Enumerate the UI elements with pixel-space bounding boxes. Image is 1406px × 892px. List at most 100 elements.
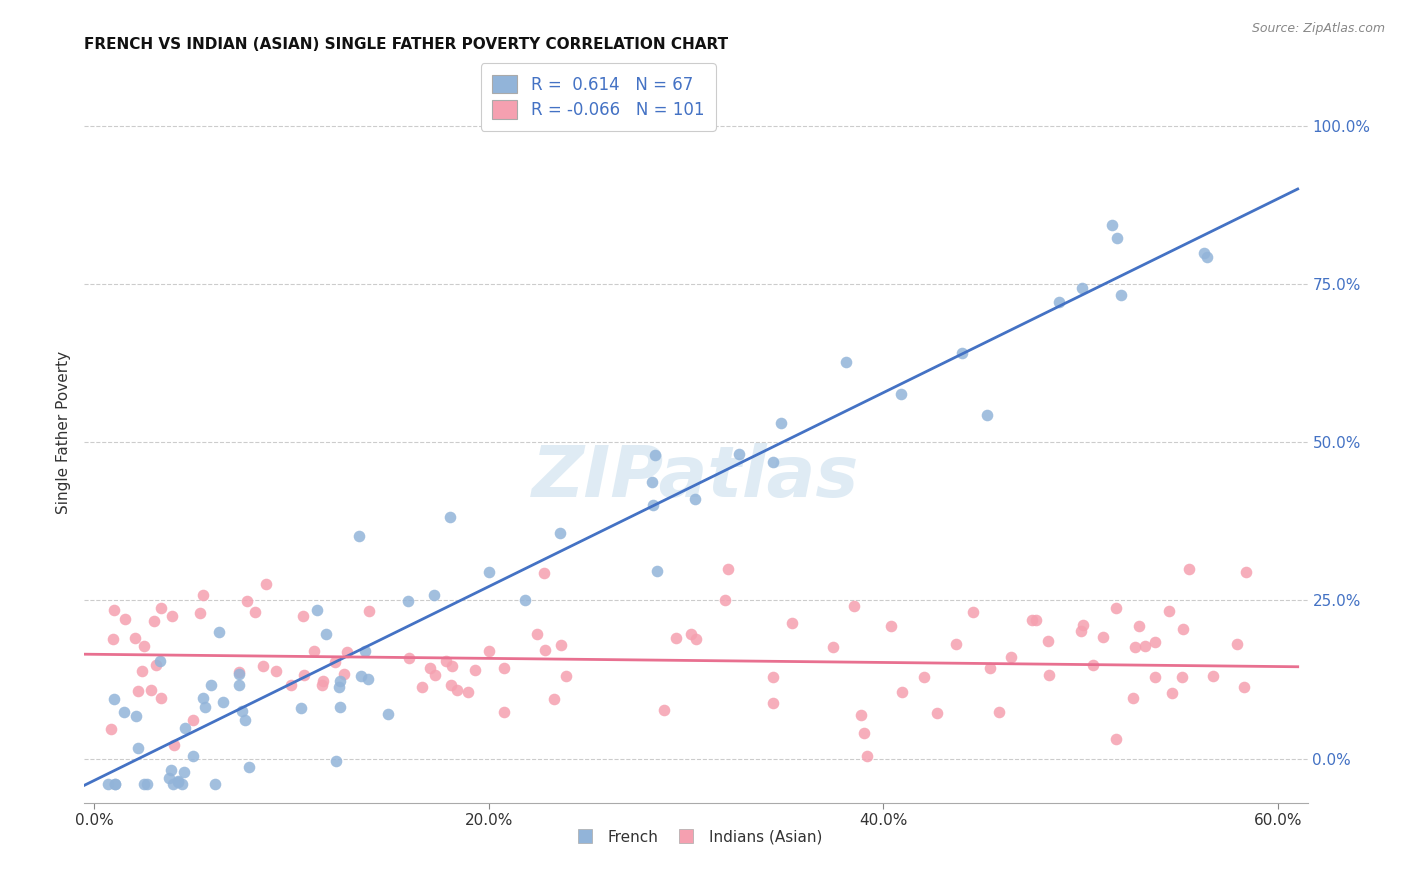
Point — [290, 701, 312, 715]
Point — [1083, 658, 1105, 673]
Point — [1171, 670, 1194, 684]
Point — [1122, 690, 1144, 705]
Point — [1038, 667, 1060, 681]
Point — [167, 773, 190, 788]
Point — [167, 775, 190, 789]
Point — [679, 627, 702, 641]
Point — [1105, 601, 1128, 615]
Point — [411, 680, 433, 694]
Point — [533, 566, 555, 580]
Point — [1111, 288, 1133, 302]
Point — [641, 475, 664, 489]
Point — [654, 703, 676, 717]
Point — [150, 691, 173, 706]
Point — [170, 777, 193, 791]
Point — [1021, 613, 1043, 627]
Point — [434, 654, 457, 668]
Point — [139, 683, 162, 698]
Y-axis label: Single Father Poverty: Single Father Poverty — [56, 351, 72, 514]
Point — [425, 667, 447, 681]
Point — [350, 668, 373, 682]
Point — [515, 592, 537, 607]
Point — [683, 492, 706, 507]
Point — [1073, 618, 1095, 632]
Point — [228, 667, 250, 681]
Point — [132, 639, 155, 653]
Point — [100, 722, 122, 736]
Point — [464, 663, 486, 677]
Point — [173, 765, 195, 780]
Text: ZIPatlas: ZIPatlas — [533, 442, 859, 511]
Point — [292, 609, 315, 624]
Point — [157, 771, 180, 785]
Point — [124, 631, 146, 645]
Point — [762, 670, 785, 684]
Point — [641, 499, 664, 513]
Point — [440, 659, 463, 673]
Point — [200, 677, 222, 691]
Point — [188, 607, 211, 621]
Point — [312, 673, 335, 688]
Text: FRENCH VS INDIAN (ASIAN) SINGLE FATHER POVERTY CORRELATION CHART: FRENCH VS INDIAN (ASIAN) SINGLE FATHER P… — [84, 37, 728, 52]
Point — [193, 588, 215, 602]
Point — [890, 386, 912, 401]
Point — [311, 678, 333, 692]
Point — [145, 657, 167, 672]
Point — [97, 777, 120, 791]
Point — [235, 594, 257, 608]
Point — [856, 748, 879, 763]
Point — [377, 706, 399, 721]
Point — [349, 529, 371, 543]
Point — [1192, 246, 1215, 260]
Point — [1177, 562, 1199, 576]
Point — [927, 706, 949, 720]
Point — [1226, 637, 1249, 651]
Point — [1038, 634, 1060, 648]
Point — [1171, 622, 1194, 636]
Point — [543, 691, 565, 706]
Point — [550, 639, 572, 653]
Point — [423, 588, 446, 602]
Point — [101, 632, 124, 647]
Point — [127, 684, 149, 698]
Point — [103, 691, 125, 706]
Point — [228, 678, 250, 692]
Point — [1070, 624, 1092, 639]
Point — [149, 654, 172, 668]
Point — [762, 696, 785, 710]
Point — [534, 643, 557, 657]
Point — [762, 455, 785, 469]
Point — [398, 651, 420, 665]
Point — [555, 669, 578, 683]
Point — [880, 619, 903, 633]
Point — [419, 661, 441, 675]
Point — [842, 599, 865, 613]
Point — [717, 561, 740, 575]
Point — [770, 416, 793, 430]
Point — [1000, 650, 1022, 665]
Point — [329, 699, 352, 714]
Point — [333, 666, 356, 681]
Point — [325, 754, 347, 768]
Point — [1159, 604, 1181, 618]
Point — [1105, 732, 1128, 747]
Point — [194, 700, 217, 714]
Point — [292, 668, 315, 682]
Point — [162, 777, 184, 791]
Legend: French, Indians (Asian): French, Indians (Asian) — [564, 823, 828, 851]
Point — [104, 777, 127, 791]
Point — [204, 777, 226, 791]
Point — [1144, 635, 1167, 649]
Point — [851, 708, 873, 723]
Point — [212, 695, 235, 709]
Point — [713, 593, 735, 607]
Point — [821, 640, 844, 655]
Point — [103, 603, 125, 617]
Point — [526, 627, 548, 641]
Point — [131, 665, 153, 679]
Point — [208, 624, 231, 639]
Point — [112, 706, 135, 720]
Point — [976, 408, 998, 422]
Point — [163, 738, 186, 752]
Point — [323, 655, 346, 669]
